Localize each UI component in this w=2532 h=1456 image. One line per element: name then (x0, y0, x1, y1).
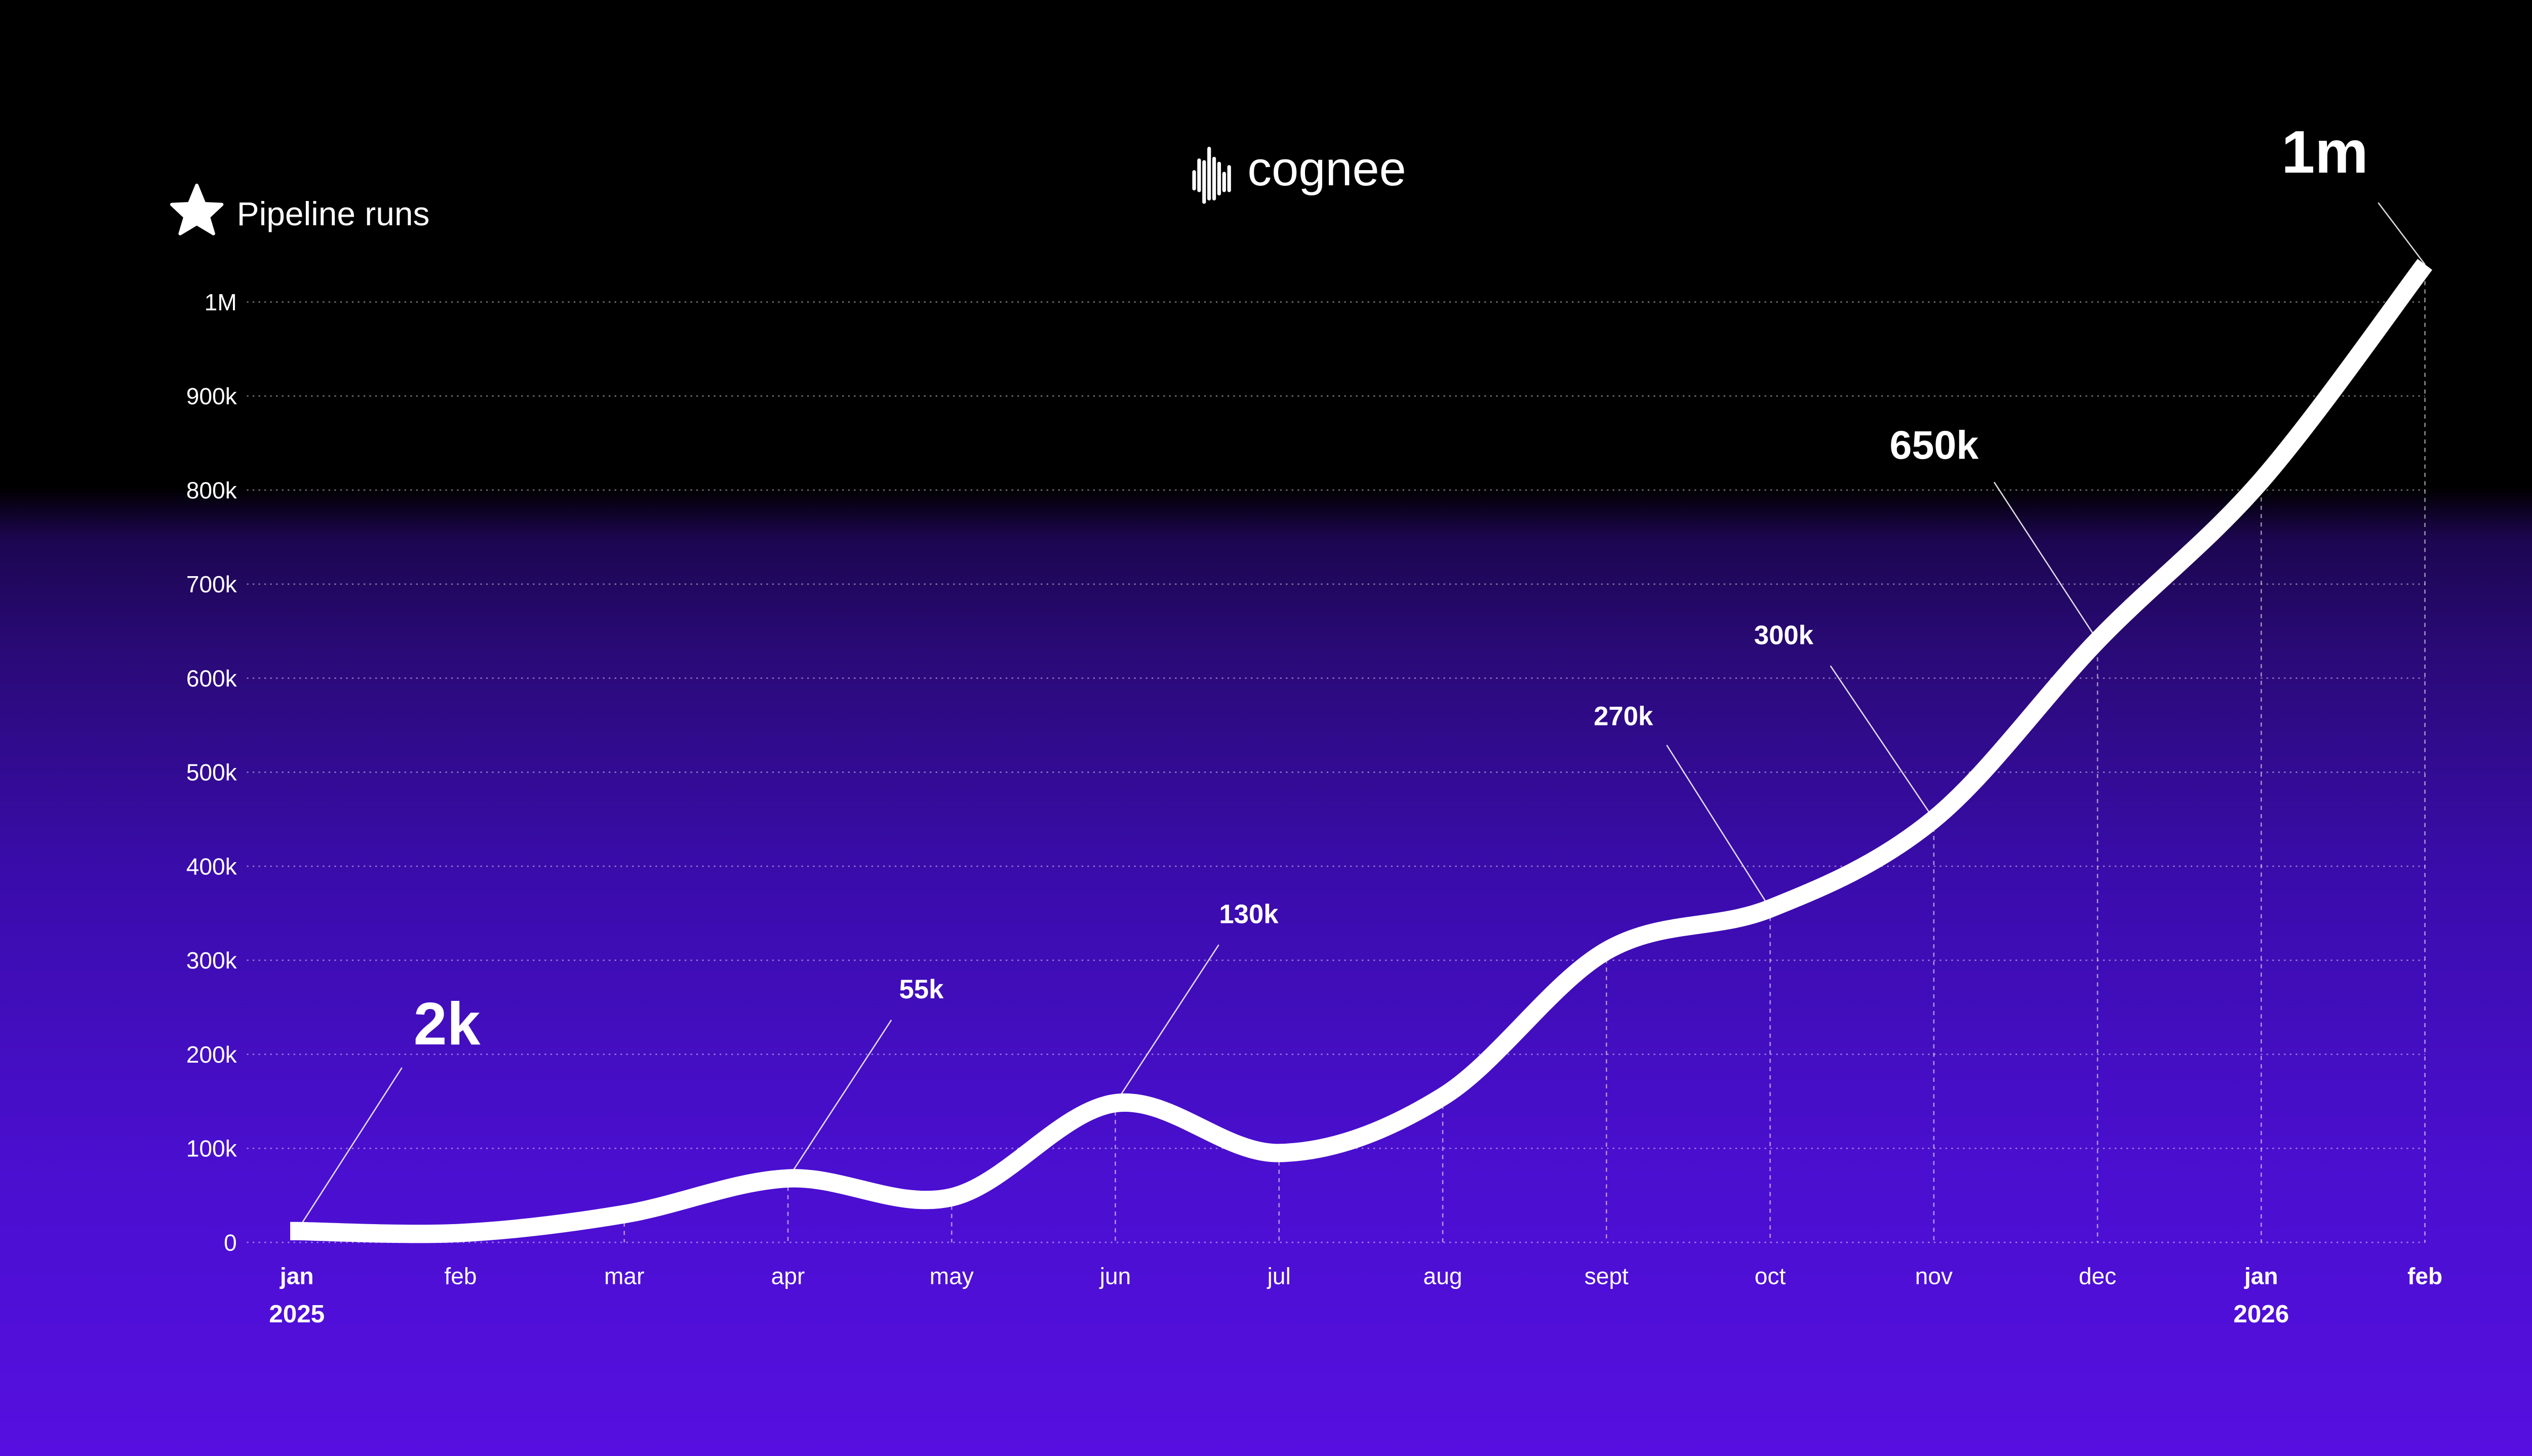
year-label: 2025 (269, 1300, 325, 1328)
annotation-270k: 270k (1594, 701, 1771, 909)
x-tick-label: may (930, 1263, 974, 1289)
x-tick-label: dec (2079, 1263, 2116, 1289)
annotation-label: 650k (1889, 422, 1979, 467)
y-tick-label: 900k (186, 383, 238, 410)
annotation-2k: 2k (296, 991, 481, 1232)
annotation-1m: 1m (2281, 119, 2426, 265)
x-tick-label: mar (604, 1263, 644, 1289)
x-tick-label: oct (1755, 1263, 1786, 1289)
brand-logo: cognee (1192, 142, 1406, 204)
x-tick-label: jun (1099, 1263, 1131, 1289)
y-tick-label: 400k (186, 853, 238, 879)
y-tick-label: 1M (205, 289, 237, 315)
annotation-leader-line (1666, 745, 1771, 909)
x-tick-label: jan (2244, 1263, 2278, 1289)
annotation-leader-line (296, 1067, 403, 1232)
x-tick-label: apr (771, 1263, 805, 1289)
x-tick-label: jul (1267, 1263, 1291, 1289)
annotation-leader-line (1993, 481, 2099, 641)
year-label: 2026 (2233, 1300, 2289, 1328)
annotation-leader-line (1115, 944, 1219, 1104)
legend-label: Pipeline runs (237, 195, 430, 232)
y-tick-label: 100k (186, 1136, 238, 1162)
y-tick-label: 0 (224, 1229, 237, 1256)
y-tick-label: 200k (186, 1041, 238, 1068)
annotation-label: 2k (414, 991, 481, 1058)
annotation-leader-line (787, 1020, 892, 1179)
month-guides (460, 264, 2426, 1243)
annotation-label: 270k (1594, 701, 1653, 731)
x-tick-label: nov (1915, 1263, 1953, 1289)
annotation-55k: 55k (787, 975, 944, 1179)
x-tick-label: feb (444, 1263, 477, 1289)
x-tick-label: feb (2407, 1263, 2442, 1289)
series-line (288, 259, 2433, 1243)
annotation-label: 130k (1219, 899, 1279, 929)
annotation-leader-line (2378, 202, 2426, 265)
y-tick-label: 700k (186, 571, 238, 597)
x-tick-label: aug (1423, 1263, 1462, 1289)
annotation-label: 55k (899, 975, 944, 1004)
annotation-300k: 300k (1754, 620, 1934, 820)
cognee-logo-icon (1192, 146, 1231, 204)
x-axis-ticks: jan feb mar apr may jun jul aug sept oct nov dec jan… (269, 1263, 2442, 1328)
gridlines (247, 301, 2425, 1243)
y-tick-label: 800k (186, 477, 238, 504)
brand-name: cognee (1247, 142, 1406, 196)
annotation-label: 300k (1754, 620, 1814, 650)
annotation-leader-line (1830, 665, 1934, 820)
star-icon (170, 183, 224, 235)
annotations: 2k 55k 130k 270k 300k 650k 1m (296, 119, 2426, 1232)
y-tick-label: 600k (186, 665, 238, 692)
y-tick-label: 300k (186, 947, 238, 974)
x-tick-label: jan (280, 1263, 314, 1289)
legend: Pipeline runs (170, 183, 430, 235)
annotation-650k: 650k (1889, 422, 2099, 641)
annotation-label: 1m (2281, 119, 2368, 186)
annotation-130k: 130k (1115, 899, 1279, 1104)
y-axis-ticks: 0 100k 200k 300k 400k 500k 600k 700k 800k 900k 1M (186, 289, 238, 1256)
y-tick-label: 500k (186, 759, 238, 786)
x-tick-label: sept (1585, 1263, 1629, 1289)
